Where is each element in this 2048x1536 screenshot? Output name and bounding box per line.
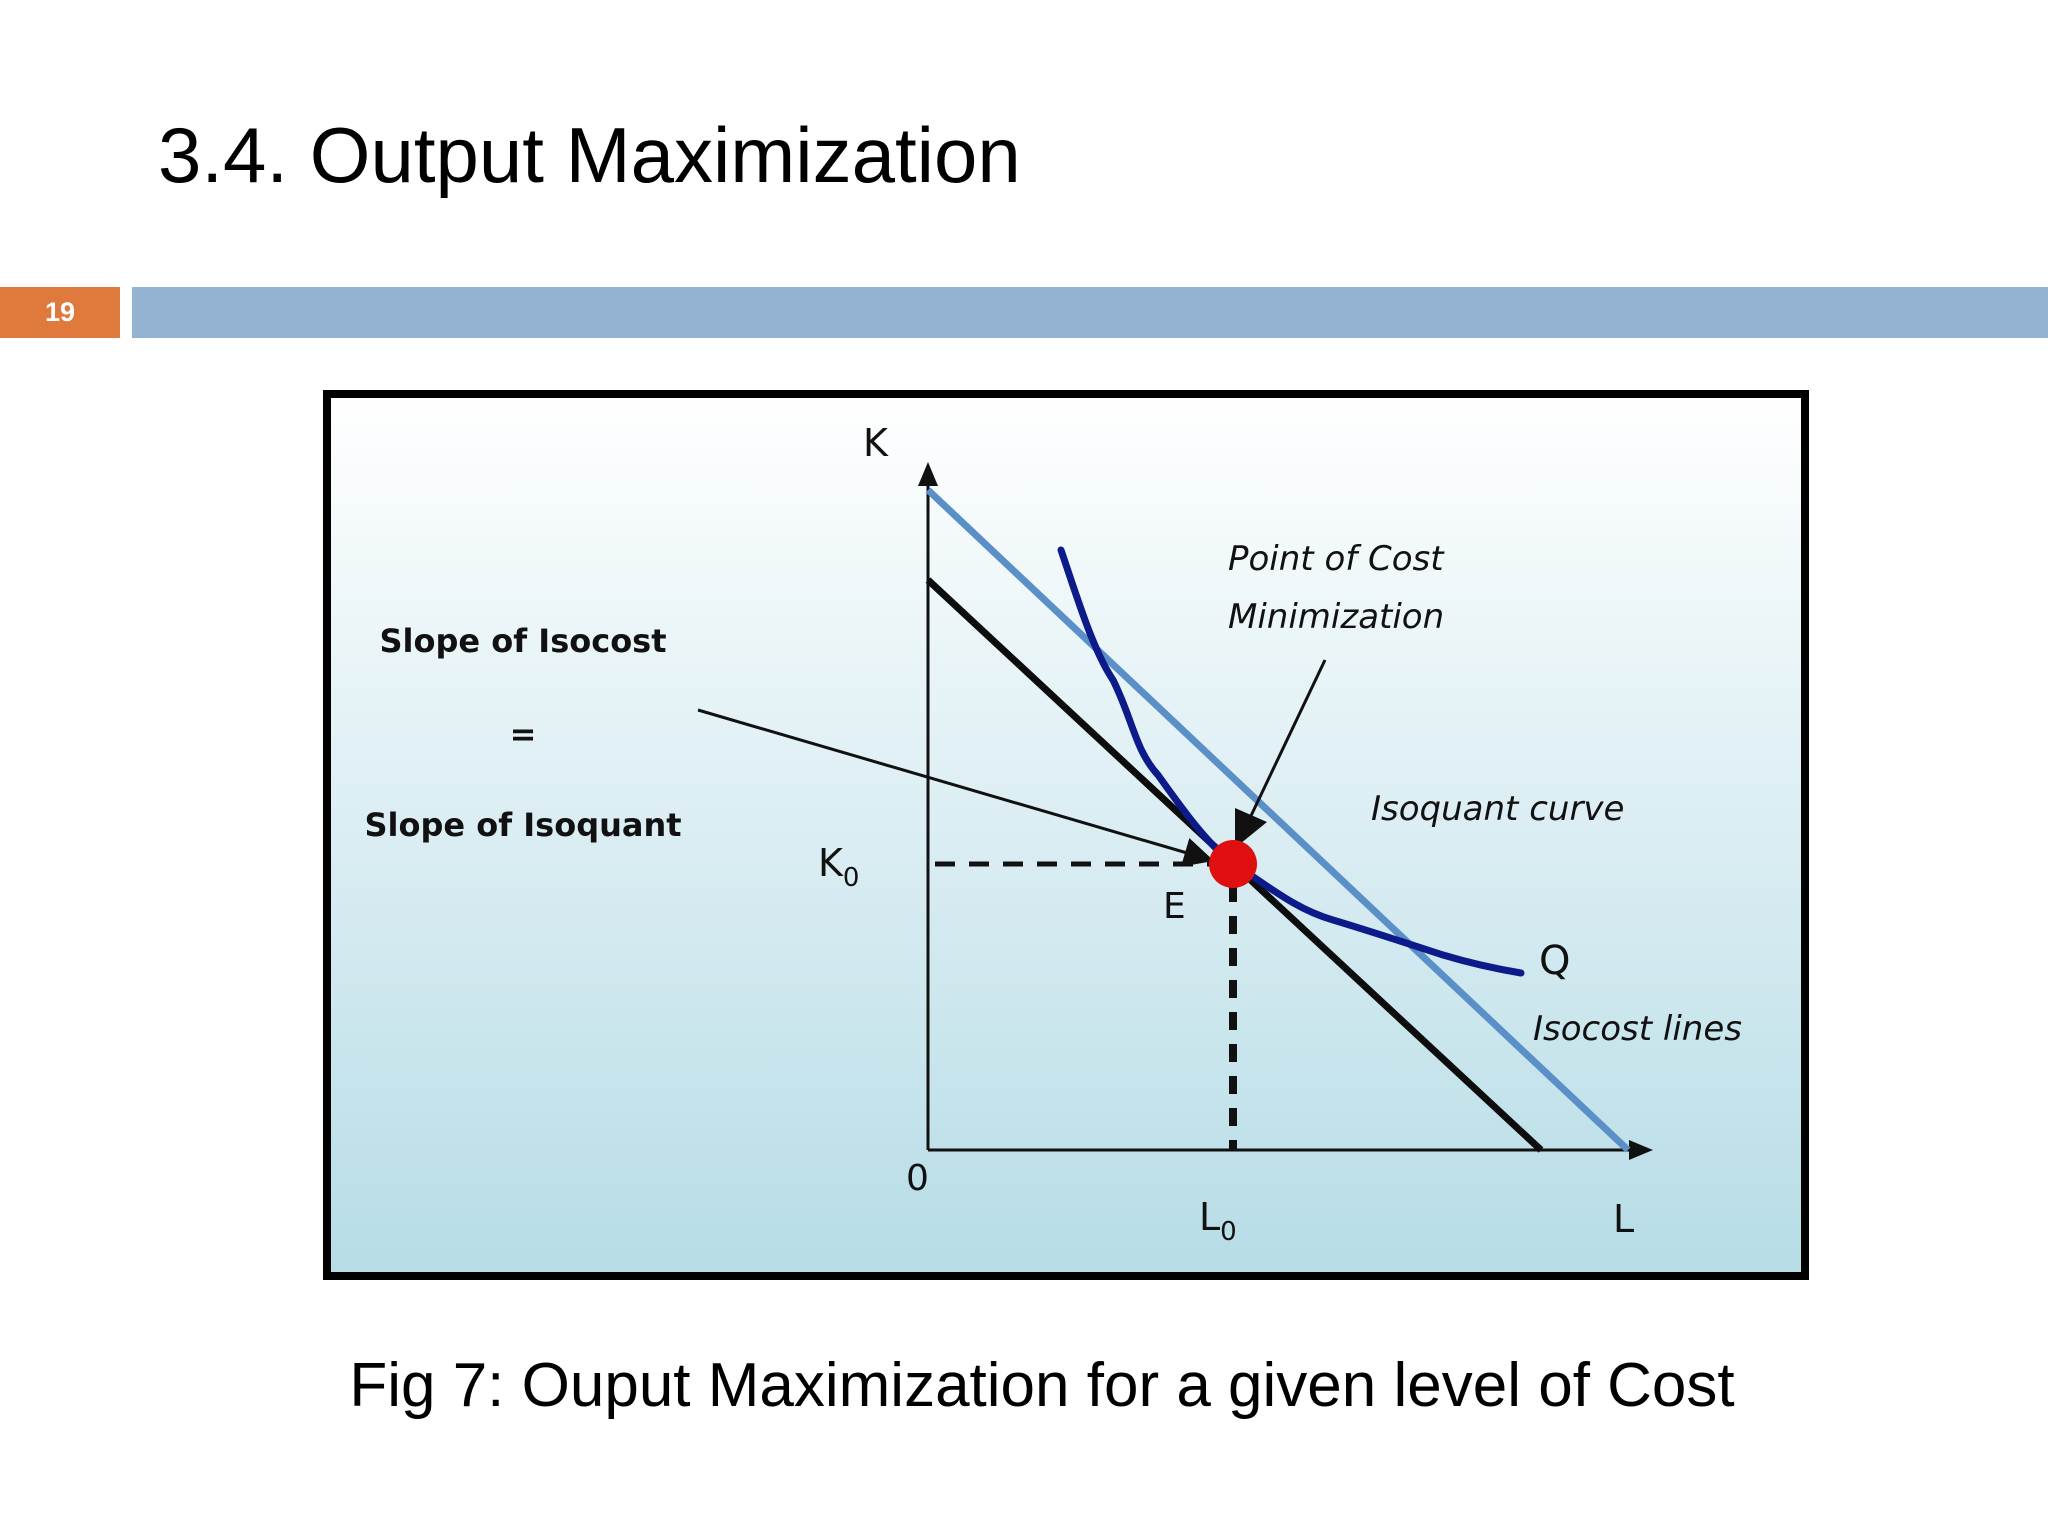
- diagram-figure: K L 0 K0 L0 E Q Slope of Isocost = Slope…: [323, 390, 1809, 1280]
- slope-text-line3: Slope of Isoquant: [364, 806, 681, 844]
- cost-min-arrowhead: [1235, 808, 1267, 848]
- header-bar: [132, 287, 2048, 338]
- l-axis-arrowhead: [1629, 1140, 1653, 1160]
- l0-label-subscript: 0: [1220, 1217, 1237, 1247]
- l0-label: L0: [1199, 1195, 1237, 1247]
- k0-label-subscript: 0: [843, 863, 860, 893]
- cost-min-arrow: [1247, 659, 1327, 821]
- cost-min-label-line1: Point of Cost: [1228, 539, 1445, 579]
- l-axis-label: L: [1613, 1197, 1634, 1241]
- k0-label-main: K: [818, 841, 844, 885]
- cost-min-label-line2: Minimization: [1228, 597, 1444, 637]
- origin-label: 0: [906, 1158, 929, 1199]
- l0-label-main: L: [1199, 1195, 1220, 1239]
- equilibrium-point: [1209, 840, 1257, 888]
- slide-title: 3.4. Output Maximization: [158, 111, 1021, 199]
- figure-caption: Fig 7: Ouput Maximization for a given le…: [349, 1351, 1735, 1420]
- k-axis-label: K: [863, 421, 889, 465]
- outer-isocost-line: [925, 487, 1631, 1153]
- figure-background: [323, 390, 1809, 1280]
- isoquant-curve-label: Isoquant curve: [1371, 789, 1624, 829]
- k-axis-arrowhead: [918, 462, 938, 486]
- isoquant-q-label: Q: [1539, 938, 1570, 984]
- slope-text-line2: =: [510, 715, 537, 753]
- page-number-badge: 19: [0, 287, 120, 338]
- slope-arrow: [697, 708, 1214, 867]
- slope-text-line1: Slope of Isocost: [379, 622, 666, 660]
- isocost-isoquant-diagram: K L 0 K0 L0 E Q Slope of Isocost = Slope…: [323, 390, 1809, 1280]
- equilibrium-label: E: [1163, 886, 1186, 927]
- isocost-lines-label: Isocost lines: [1533, 1009, 1742, 1049]
- k0-label: K0: [818, 841, 859, 893]
